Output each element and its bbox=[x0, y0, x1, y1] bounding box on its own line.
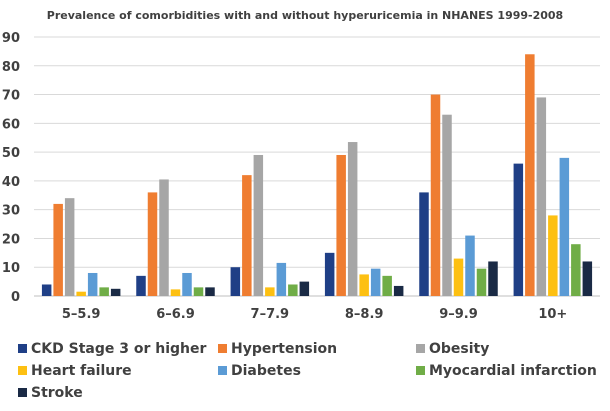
bar-hypertension-2 bbox=[242, 175, 252, 296]
bar-hypertension-4 bbox=[430, 94, 441, 296]
x-tick-label: 8–8.9 bbox=[345, 307, 384, 322]
bar-obesity-4 bbox=[442, 114, 452, 296]
legend-label: Diabetes bbox=[231, 363, 301, 379]
bar-myocardial-infarction-4 bbox=[476, 268, 487, 296]
y-tick-label: 20 bbox=[2, 232, 20, 247]
bar-diabetes-5 bbox=[559, 157, 570, 296]
bar-diabetes-1 bbox=[182, 272, 192, 296]
bar-diabetes-3 bbox=[370, 268, 381, 296]
bar-heart-failure-4 bbox=[453, 258, 464, 296]
legend-swatch bbox=[218, 366, 227, 375]
bar-obesity-5 bbox=[536, 97, 547, 296]
x-tick-label: 5–5.9 bbox=[62, 307, 101, 322]
bar-stroke-4 bbox=[488, 261, 498, 296]
y-tick-label: 50 bbox=[2, 146, 20, 161]
legend-label: Hypertension bbox=[231, 341, 337, 357]
legend-label: Myocardial infarction bbox=[429, 363, 597, 379]
gridlines bbox=[34, 36, 600, 297]
bar-hypertension-1 bbox=[147, 192, 158, 296]
bar-heart-failure-2 bbox=[265, 287, 275, 296]
y-tick-label: 90 bbox=[2, 31, 20, 46]
bar-heart-failure-1 bbox=[170, 289, 181, 296]
bar-stroke-2 bbox=[299, 281, 310, 296]
bar-myocardial-infarction-0 bbox=[99, 287, 109, 296]
bar-stroke-5 bbox=[582, 261, 593, 296]
y-tick-label: 0 bbox=[11, 290, 20, 305]
bar-myocardial-infarction-2 bbox=[288, 284, 298, 296]
bar-hypertension-5 bbox=[525, 54, 535, 297]
legend-swatch bbox=[18, 344, 27, 353]
legend-label: Stroke bbox=[31, 385, 83, 401]
bar-obesity-0 bbox=[64, 198, 75, 296]
bar-stroke-3 bbox=[393, 285, 404, 296]
bar-heart-failure-5 bbox=[548, 215, 558, 296]
bar-ckd-stage-3-or-higher-5 bbox=[513, 163, 524, 296]
bar-diabetes-2 bbox=[276, 262, 287, 296]
bar-hypertension-3 bbox=[336, 154, 346, 296]
bar-hypertension-0 bbox=[53, 203, 63, 296]
bar-ckd-stage-3-or-higher-0 bbox=[41, 284, 52, 296]
bar-diabetes-0 bbox=[87, 272, 98, 296]
legend-label: Heart failure bbox=[31, 363, 132, 379]
legend-label: Obesity bbox=[429, 341, 489, 357]
legend-swatch bbox=[416, 366, 425, 375]
x-tick-label: 7–7.9 bbox=[251, 307, 290, 322]
bar-ckd-stage-3-or-higher-4 bbox=[419, 192, 429, 296]
y-tick-label: 10 bbox=[2, 261, 20, 276]
x-tick-label: 10+ bbox=[538, 307, 567, 322]
y-tick-label: 60 bbox=[2, 117, 20, 132]
bar-myocardial-infarction-3 bbox=[382, 275, 392, 296]
bar-stroke-1 bbox=[205, 287, 215, 296]
y-tick-label: 80 bbox=[2, 60, 20, 75]
legend-swatch bbox=[218, 344, 227, 353]
x-axis-ticks: 5–5.9 6–6.9 7–7.9 8–8.9 9–9.9 10+ bbox=[62, 307, 567, 322]
bar-stroke-0 bbox=[110, 288, 121, 296]
bars bbox=[41, 54, 593, 297]
bar-diabetes-4 bbox=[465, 235, 475, 296]
bar-obesity-2 bbox=[253, 154, 264, 296]
legend: CKD Stage 3 or higher Hypertension Obesity… bbox=[18, 341, 597, 401]
bar-obesity-3 bbox=[347, 142, 358, 296]
legend-swatch bbox=[416, 344, 425, 353]
bar-ckd-stage-3-or-higher-1 bbox=[136, 275, 146, 296]
bar-heart-failure-0 bbox=[76, 291, 86, 296]
y-tick-label: 30 bbox=[2, 204, 20, 219]
legend-swatch bbox=[18, 366, 27, 375]
chart-title: Prevalence of comorbidities with and wit… bbox=[47, 9, 563, 22]
bar-myocardial-infarction-5 bbox=[571, 244, 581, 296]
x-tick-label: 9–9.9 bbox=[439, 307, 478, 322]
bar-ckd-stage-3-or-higher-2 bbox=[230, 267, 241, 296]
y-tick-label: 70 bbox=[2, 89, 20, 104]
bar-myocardial-infarction-1 bbox=[193, 287, 204, 296]
bar-heart-failure-3 bbox=[359, 274, 369, 296]
y-axis-ticks: 0 10 20 30 40 50 60 70 80 90 bbox=[2, 31, 20, 305]
x-tick-label: 6–6.9 bbox=[156, 307, 195, 322]
legend-swatch bbox=[18, 388, 27, 397]
bar-obesity-1 bbox=[159, 179, 169, 296]
y-tick-label: 40 bbox=[2, 175, 20, 190]
bar-ckd-stage-3-or-higher-3 bbox=[324, 252, 335, 296]
legend-label: CKD Stage 3 or higher bbox=[31, 341, 206, 357]
